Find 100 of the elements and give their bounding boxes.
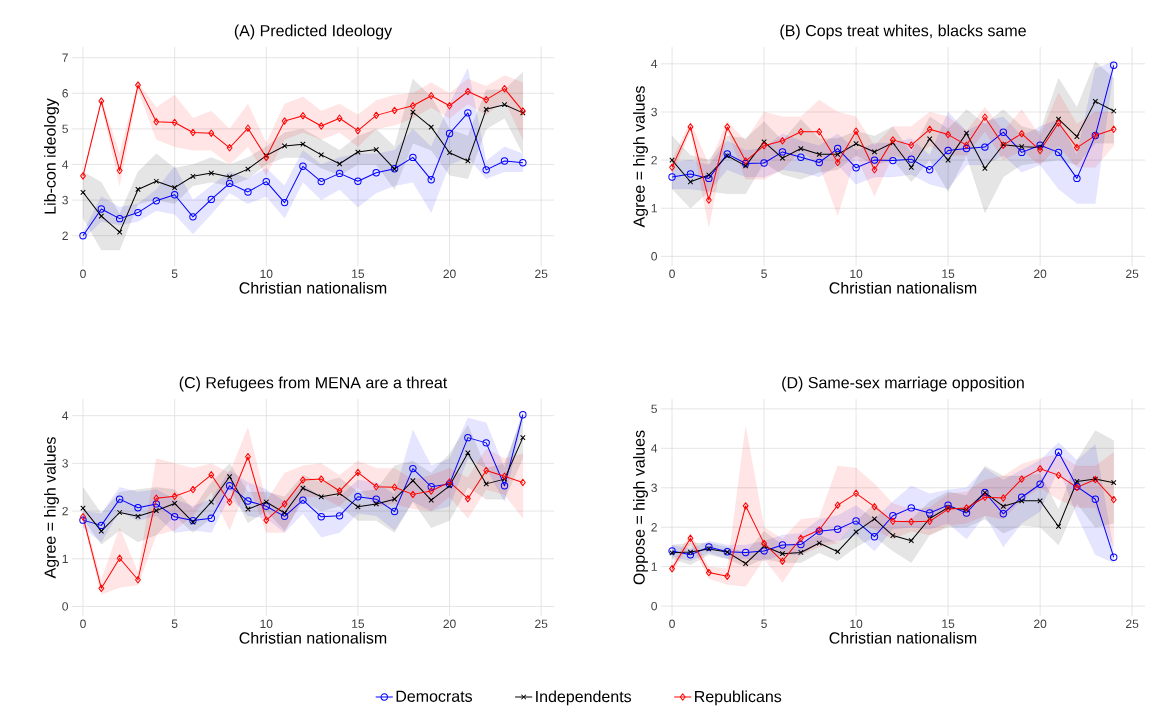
point <box>871 516 878 522</box>
point <box>1018 143 1025 150</box>
point <box>464 494 471 503</box>
point <box>80 172 86 180</box>
point <box>1018 148 1026 157</box>
point <box>335 169 344 178</box>
x-tick-label: 10 <box>260 269 273 279</box>
y-tick-label: 4 <box>651 444 658 453</box>
y-axis-title: Lib-con ideology <box>44 98 59 214</box>
point <box>908 141 915 149</box>
point <box>890 532 896 539</box>
point <box>445 129 454 138</box>
y-tick-label: 4 <box>651 59 658 68</box>
point <box>300 476 306 484</box>
x-tick-label: 20 <box>443 269 456 279</box>
point <box>427 176 435 184</box>
x-tick-label: 5 <box>171 269 178 278</box>
point <box>687 179 694 185</box>
point <box>318 152 325 158</box>
point <box>889 136 896 144</box>
point <box>705 568 712 577</box>
point <box>208 499 215 505</box>
legend-label: Democrats <box>396 690 473 702</box>
x-tick-label: 25 <box>1126 619 1139 629</box>
point <box>244 497 252 505</box>
x-axis-title: Christian nationalism <box>829 281 977 294</box>
point <box>963 130 970 136</box>
point <box>79 232 87 240</box>
point <box>372 495 380 503</box>
point <box>519 411 527 419</box>
point <box>464 109 472 117</box>
point <box>1054 148 1063 157</box>
y-tick-label: 7 <box>62 53 68 62</box>
point <box>171 184 178 191</box>
y-tick-label: 2 <box>62 506 68 516</box>
point <box>171 500 178 507</box>
x-tick-label: 20 <box>1034 619 1047 629</box>
x-tick-label: 5 <box>761 269 767 278</box>
point <box>999 128 1008 136</box>
point <box>686 170 695 178</box>
point <box>336 114 343 122</box>
point <box>97 521 106 530</box>
y-tick-label: 0 <box>651 252 658 261</box>
point <box>465 450 471 456</box>
point <box>226 498 233 506</box>
point <box>300 141 306 147</box>
point <box>245 124 251 132</box>
chart-title: (C) Refugees from MENA are a threat <box>179 376 448 392</box>
point <box>520 434 526 441</box>
point <box>797 540 805 549</box>
point <box>207 514 215 522</box>
point <box>1037 146 1044 155</box>
point <box>778 148 787 156</box>
point <box>1110 495 1117 504</box>
y-axis-title: Agree = high values <box>633 86 648 228</box>
point <box>465 158 471 164</box>
point <box>391 483 398 491</box>
point <box>853 127 859 135</box>
point <box>170 513 179 521</box>
point <box>483 96 490 104</box>
x-tick-label: 10 <box>850 269 863 279</box>
point <box>945 157 951 163</box>
point <box>1055 523 1062 530</box>
point <box>1091 495 1100 503</box>
point <box>705 196 712 204</box>
point <box>962 144 971 153</box>
point <box>687 549 694 555</box>
point <box>153 118 160 126</box>
point <box>244 188 252 196</box>
point <box>834 501 841 509</box>
point <box>724 572 731 580</box>
point <box>409 464 417 473</box>
y-tick-label: 2 <box>62 231 68 240</box>
point <box>686 551 695 559</box>
point <box>355 149 361 155</box>
y-tick-label: 0 <box>62 602 69 611</box>
point <box>687 123 694 131</box>
point <box>889 156 897 165</box>
y-tick-label: 1 <box>651 204 657 213</box>
point <box>281 143 288 149</box>
point <box>797 128 804 136</box>
point <box>354 493 362 501</box>
point <box>779 557 786 565</box>
point <box>299 162 307 170</box>
point <box>135 186 141 193</box>
point <box>281 510 288 516</box>
point <box>853 140 859 147</box>
x-axis-title: Christian nationalism <box>829 631 977 644</box>
point <box>409 490 416 499</box>
point <box>483 106 489 113</box>
x-tick-label: 15 <box>352 619 365 628</box>
point <box>207 195 215 204</box>
point <box>834 158 841 167</box>
y-tick-label: 4 <box>62 411 69 420</box>
point <box>705 174 713 183</box>
point <box>908 537 915 544</box>
point <box>816 128 823 136</box>
point <box>907 504 915 512</box>
y-tick-label: 3 <box>62 459 68 468</box>
point <box>171 118 178 127</box>
